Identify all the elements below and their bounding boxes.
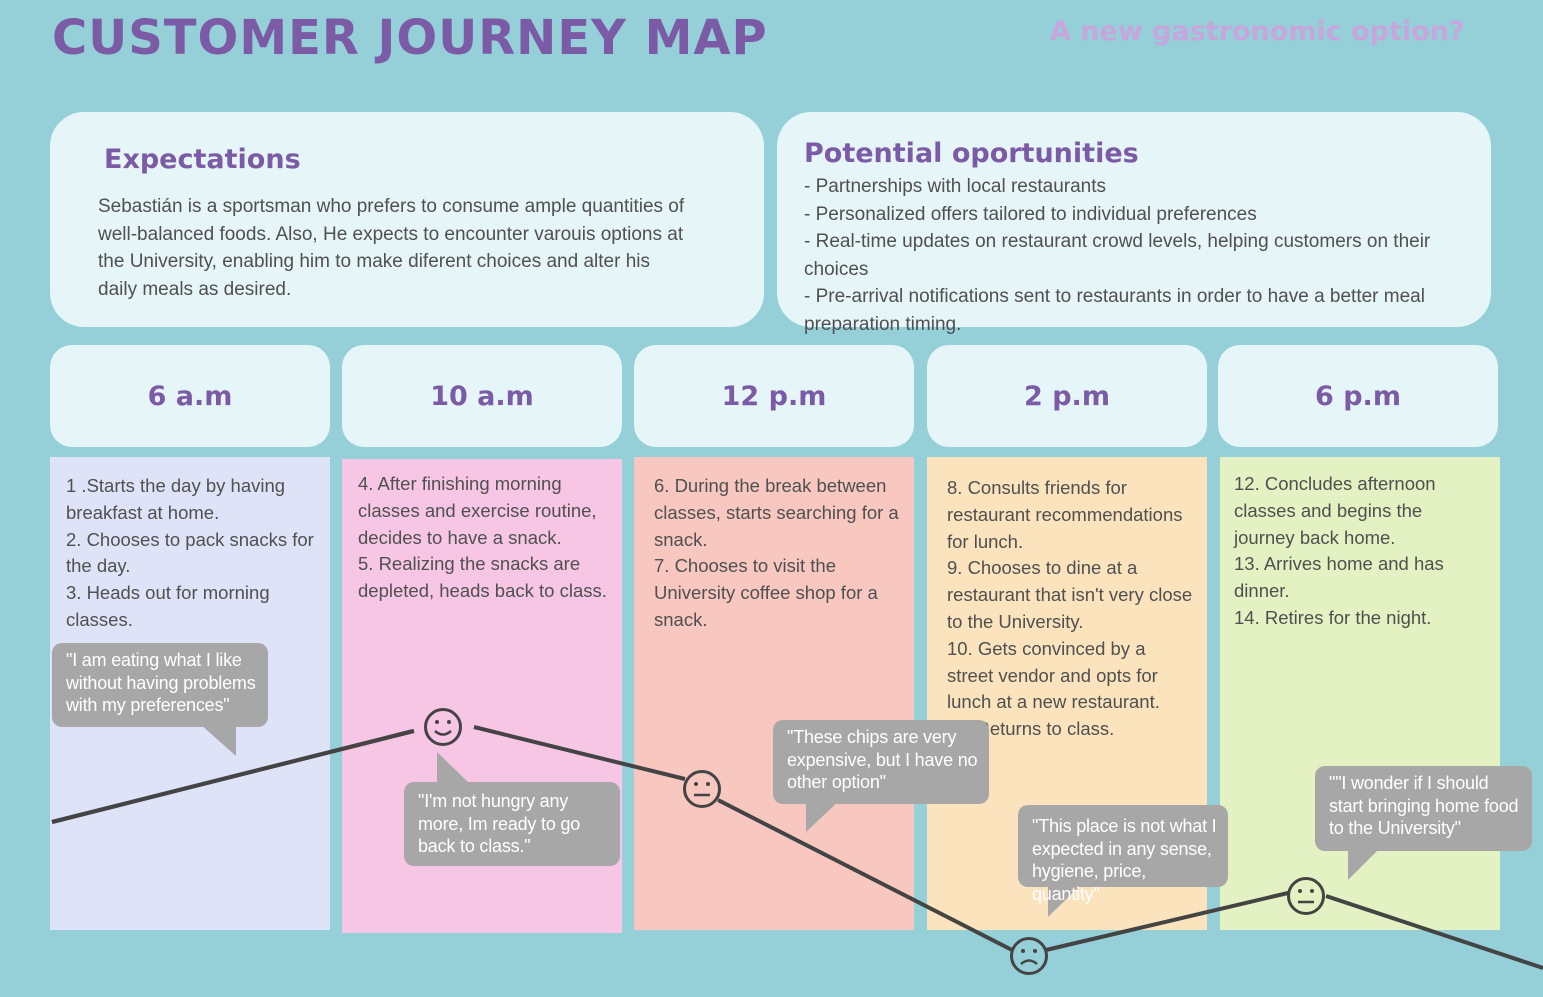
opportunities-list: - Partnerships with local restaurants - … bbox=[804, 173, 1471, 338]
happy-face-icon bbox=[424, 708, 462, 746]
opportunity-item: - Personalized offers tailored to indivi… bbox=[804, 203, 1257, 225]
stage-step: 13. Arrives home and has dinner. bbox=[1234, 553, 1444, 602]
sad-face-icon bbox=[1010, 937, 1048, 975]
bubble-tail bbox=[1048, 884, 1082, 917]
stage-step: 2. Chooses to pack snacks for the day. bbox=[66, 528, 314, 577]
stage-step: 8. Consults friends for restaurant recom… bbox=[947, 477, 1183, 552]
opportunity-item: - Real-time updates on restaurant crowd … bbox=[804, 231, 1431, 280]
quote-bubble-2pm: "This place is not what I expected in an… bbox=[1018, 805, 1228, 904]
neutral-face-icon bbox=[683, 770, 721, 808]
expectations-text: Sebastián is a sportsman who prefers to … bbox=[98, 196, 685, 300]
emotion-line-segment bbox=[717, 798, 1013, 952]
stage-time-6pm: 6 p.m bbox=[1218, 345, 1498, 447]
stage-column-12pm: 6. During the break between classes, sta… bbox=[634, 457, 914, 930]
page-title: CUSTOMER JOURNEY MAP bbox=[52, 10, 768, 66]
bubble-tail bbox=[1348, 848, 1380, 880]
stage-step: 10. Gets convinced by a street vendor an… bbox=[947, 637, 1160, 713]
stage-time-10am: 10 a.m bbox=[342, 345, 622, 447]
stage-step: 3. Heads out for morning classes. bbox=[66, 582, 270, 630]
quote-bubble-6am: "I am eating what I like without having … bbox=[52, 643, 268, 727]
stage-step: 14. Retires for the night. bbox=[1234, 606, 1432, 628]
bubble-tail bbox=[806, 800, 840, 832]
opportunity-item: - Partnerships with local restaurants bbox=[804, 176, 1107, 197]
stage-step: 5. Realizing the snacks are depleted, he… bbox=[358, 553, 607, 602]
opportunities-panel: Potential oportunities - Partnerships wi… bbox=[777, 112, 1491, 335]
page-subtitle: A new gastronomic option? bbox=[1050, 16, 1465, 47]
emotion-line-segment bbox=[1325, 894, 1543, 970]
emotion-line-segment bbox=[1045, 891, 1289, 952]
stage-step: 7. Chooses to visit the University coffe… bbox=[654, 555, 878, 630]
stage-step: 1 .Starts the day by having breakfast at… bbox=[66, 475, 286, 523]
quote-bubble-12pm: "These chips are very expensive, but I h… bbox=[773, 720, 989, 804]
opportunity-item: - Pre-arrival notifications sent to rest… bbox=[804, 286, 1425, 335]
stage-step: 9. Chooses to dine at a restaurant that … bbox=[947, 557, 1193, 632]
quote-bubble-6pm: ""I wonder if I should start bringing ho… bbox=[1315, 766, 1532, 851]
stage-step: 4. After finishing morning classes and e… bbox=[358, 473, 597, 548]
stage-step: 6. During the break between classes, sta… bbox=[654, 475, 899, 550]
opportunities-heading: Potential oportunities bbox=[804, 138, 1139, 169]
stage-step: 12. Concludes afternoon classes and begi… bbox=[1234, 473, 1436, 548]
bubble-tail bbox=[437, 752, 470, 784]
emotion-line-segment bbox=[51, 729, 415, 824]
expectations-heading: Expectations bbox=[104, 144, 301, 175]
stage-time-2pm: 2 p.m bbox=[927, 345, 1207, 447]
emotion-line-segment bbox=[473, 725, 686, 781]
stage-time-6am: 6 a.m bbox=[50, 345, 330, 447]
bubble-tail bbox=[200, 724, 236, 756]
stage-time-12pm: 12 p.m bbox=[634, 345, 914, 447]
expectations-panel: Expectations Sebastián is a sportsman wh… bbox=[50, 112, 764, 327]
quote-bubble-10am: "I'm not hungry any more, Im ready to go… bbox=[404, 782, 620, 866]
neutral-face-icon bbox=[1287, 877, 1325, 915]
